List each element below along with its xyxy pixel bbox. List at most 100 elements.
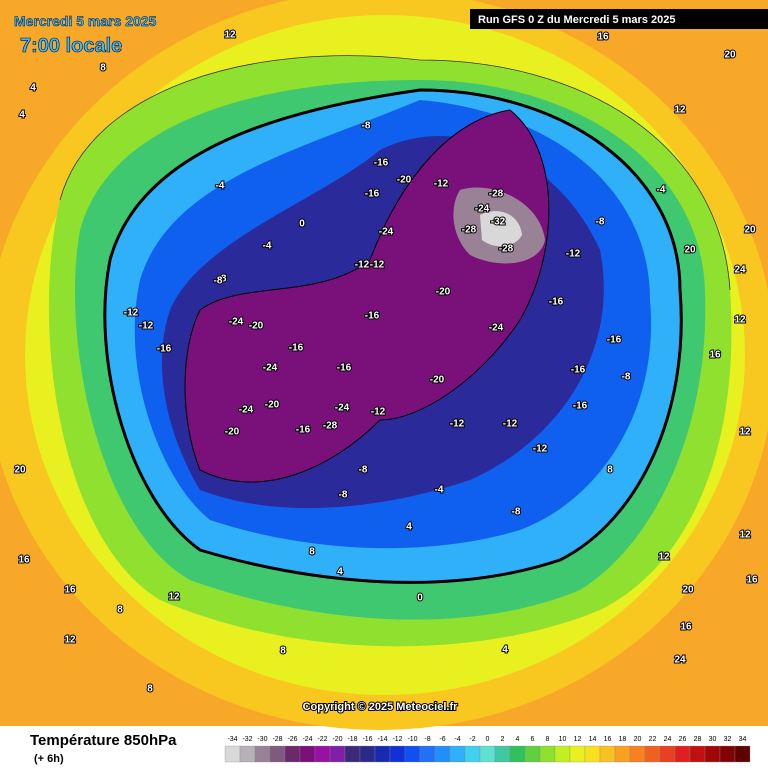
- scale-swatch: [524, 745, 541, 763]
- contour-label: -20: [436, 287, 451, 298]
- scale-tick: -14: [377, 736, 387, 743]
- scale-swatch: [509, 745, 526, 763]
- scale-swatch: [404, 745, 421, 763]
- contour-label: 20: [14, 465, 26, 476]
- scale-swatch: [494, 745, 511, 763]
- scale-tick: 34: [739, 736, 747, 743]
- scale-swatch: [254, 745, 271, 763]
- scale-tick: 32: [724, 736, 732, 743]
- contour-label: -20: [249, 321, 264, 332]
- scale-tick: 18: [619, 736, 627, 743]
- contour-label: -8: [362, 121, 371, 132]
- legend-subtitle: (+ 6h): [34, 753, 64, 765]
- scale-swatch: [659, 745, 676, 763]
- scale-tick: -18: [347, 736, 357, 743]
- scale-tick: -6: [439, 736, 445, 743]
- contour-label: 24: [674, 655, 686, 666]
- contour-label: -24: [239, 405, 254, 416]
- scale-swatch: [569, 745, 586, 763]
- contour-label: 12: [64, 635, 76, 646]
- scale-tick: -4: [454, 736, 460, 743]
- scale-tick: 30: [709, 736, 717, 743]
- contour-label: -16: [365, 189, 380, 200]
- contour-label: 20: [684, 245, 696, 256]
- scale-tick: -32: [242, 736, 252, 743]
- contour-label: -16: [296, 425, 311, 436]
- contour-label: 24: [734, 265, 746, 276]
- contour-label: -28: [323, 421, 338, 432]
- contour-label: 8: [117, 605, 123, 616]
- scale-swatch: [419, 745, 436, 763]
- contour-label: 8: [280, 646, 286, 657]
- scale-swatch: [434, 745, 451, 763]
- scale-tick: -28: [272, 736, 282, 743]
- contour-label: -8: [512, 507, 521, 518]
- contour-label: -12: [371, 407, 386, 418]
- contour-label: 8: [100, 63, 106, 74]
- contour-line: [184, 109, 550, 483]
- scale-tick: -10: [407, 736, 417, 743]
- scale-swatch: [299, 745, 316, 763]
- contour-label: -24: [489, 323, 504, 334]
- scale-swatch: [584, 745, 601, 763]
- scale-swatch: [629, 745, 646, 763]
- contour-label: -24: [229, 317, 244, 328]
- scale-tick: 14: [589, 736, 597, 743]
- scale-swatch: [539, 745, 556, 763]
- contour-label: -8: [596, 217, 605, 228]
- scale-tick: -20: [332, 736, 342, 743]
- scale-swatch: [374, 745, 391, 763]
- contour-label: -16: [337, 363, 352, 374]
- scale-swatch: [554, 745, 571, 763]
- contour-label: 4: [19, 110, 25, 121]
- date: Mercredi 5 mars 2025: [14, 13, 157, 29]
- scale-tick: -2: [469, 736, 475, 743]
- scale-swatch: [614, 745, 631, 763]
- scale-tick: 28: [694, 736, 702, 743]
- contour-label: -12: [370, 260, 385, 271]
- scale-tick: -34: [227, 736, 237, 743]
- contour-label: 4: [406, 522, 412, 533]
- contour-label: -16: [573, 401, 588, 412]
- contour-label: 16: [64, 585, 76, 596]
- scale-swatch: [449, 745, 466, 763]
- scale-tick: 4: [516, 736, 520, 743]
- contour-label: -20: [265, 400, 280, 411]
- scale-tick: 22: [649, 736, 657, 743]
- contour-label: -16: [607, 335, 622, 346]
- scale-swatch: [224, 745, 241, 763]
- scale-tick: -26: [287, 736, 297, 743]
- contour-label: -8: [218, 274, 227, 285]
- contour-label: -12: [355, 260, 370, 271]
- contour-label: -24: [263, 363, 278, 374]
- contour-label: 8: [309, 547, 315, 558]
- contour-label: -20: [225, 427, 240, 438]
- contour-label: -28: [499, 244, 514, 255]
- contour-label: -12: [566, 249, 581, 260]
- scale-swatch: [674, 745, 691, 763]
- scale-tick: -24: [302, 736, 312, 743]
- scale-swatch: [719, 745, 736, 763]
- contour-label: 12: [739, 427, 751, 438]
- contour-label: 20: [724, 50, 736, 61]
- contour-label: -16: [571, 365, 586, 376]
- contour-label: 16: [709, 350, 721, 361]
- scale-tick: -12: [392, 736, 402, 743]
- scale-tick: 2: [501, 736, 505, 743]
- contour-label: 12: [224, 30, 236, 41]
- contour-label: 8: [607, 465, 613, 476]
- contour-label: -20: [430, 375, 445, 386]
- scale-tick: 0: [486, 736, 490, 743]
- contour-label: -28: [462, 225, 477, 236]
- contour-label: 16: [746, 575, 758, 586]
- contour-label: -24: [379, 227, 394, 238]
- contour-label: -4: [435, 485, 444, 496]
- scale-tick: -16: [362, 736, 372, 743]
- contour-label: 4: [502, 645, 508, 656]
- scale-swatch: [314, 745, 331, 763]
- scale-swatch: [704, 745, 721, 763]
- contour-label: -8: [214, 276, 223, 287]
- scale-swatch: [269, 745, 286, 763]
